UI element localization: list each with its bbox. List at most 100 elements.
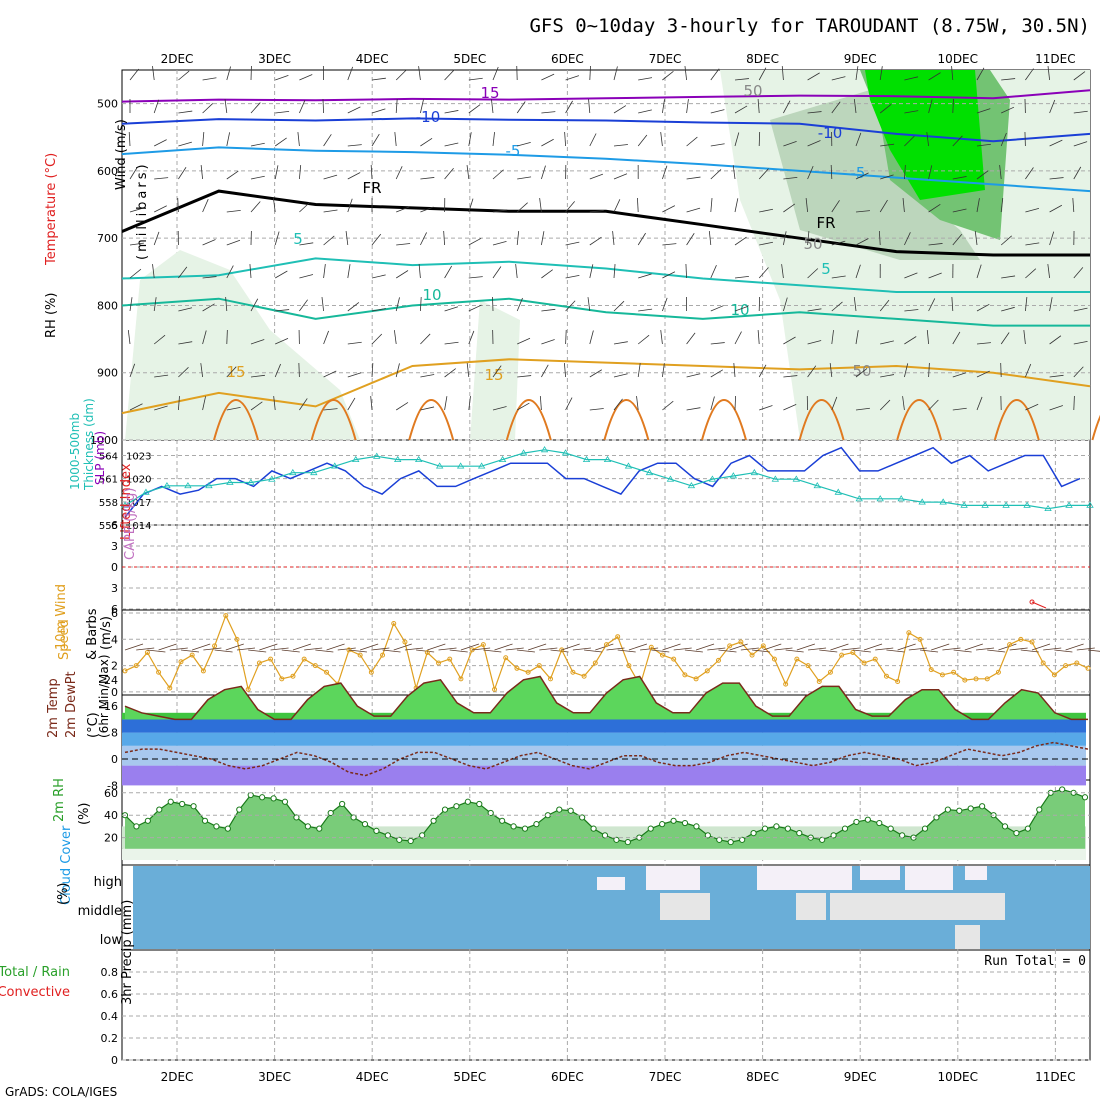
wind-barb: [274, 165, 279, 180]
wind-barb: [321, 297, 324, 312]
wind-barb: [299, 299, 308, 312]
surface-wind-barb: [516, 649, 535, 653]
thickness-marker: [729, 472, 738, 479]
rh-point: [533, 821, 540, 828]
surface-wind-barb: [584, 649, 603, 653]
run-total-label: Run Total = 0: [984, 954, 1086, 969]
rh-point: [236, 806, 243, 813]
wind-barb: [1025, 242, 1040, 246]
wind-barb: [904, 363, 909, 378]
wind-speed-point: [659, 652, 665, 658]
surface-wind-barb: [897, 643, 916, 651]
wind-barb: [178, 70, 190, 81]
wind-barb: [129, 242, 144, 246]
bottom-date-label: 5DEC: [453, 1070, 486, 1084]
wind-barb: [613, 144, 628, 147]
surface-wind-barb: [214, 649, 233, 653]
wind-barb: [420, 206, 434, 213]
wind-speed-point: [559, 647, 565, 653]
wind-barb: [783, 100, 791, 114]
wind-barb: [226, 132, 231, 147]
wind-barb: [418, 66, 421, 81]
temp-band: [122, 719, 1086, 733]
wind-barb: [976, 67, 985, 81]
ylabel-lifted-index: Lifted Index: [119, 463, 134, 540]
wind-barb: [226, 366, 237, 378]
ylabel-rh-units: (%): [77, 803, 92, 826]
thickness-marker: [142, 488, 150, 495]
surface-wind-barb: [975, 647, 995, 651]
wind-barb: [370, 165, 373, 180]
wind-barb: [807, 111, 822, 114]
wind-barb: [589, 330, 594, 345]
wind-barb: [757, 99, 760, 114]
wind-barb: [1000, 132, 1007, 147]
wind-speed-point: [771, 656, 777, 662]
rh-point: [853, 818, 860, 826]
wind-barb: [492, 132, 495, 147]
ylabel-cloud-cover: Cloud Cover: [59, 825, 74, 905]
wind-speed-point: [883, 673, 889, 679]
isotherm--15: [121, 89, 1091, 103]
isotherm-15: [121, 358, 1091, 415]
wind-barb: [928, 363, 930, 378]
wind-barb: [757, 330, 760, 345]
bottom-date-label: 7DEC: [649, 1070, 682, 1084]
thickness-marker: [792, 475, 801, 482]
wind-barb: [613, 173, 628, 180]
wind-barb: [347, 172, 361, 180]
wind-barb: [637, 197, 639, 213]
wind-barb: [565, 329, 567, 345]
wind-barb: [660, 330, 663, 345]
wind-barb: [517, 176, 532, 180]
ylabel-rh: RH (%): [44, 293, 59, 338]
surface-wind-barb: [964, 643, 983, 651]
rh-point: [624, 838, 631, 846]
wind-barb: [926, 330, 929, 345]
wind-speed-point: [727, 643, 733, 649]
wind-barb: [1073, 307, 1088, 312]
thickness-marker: [960, 501, 968, 508]
warm-arch-contour: [798, 399, 845, 441]
wind-barb: [710, 169, 722, 180]
wind-barb: [1049, 231, 1055, 246]
wind-barb: [1049, 374, 1064, 378]
thickness-marker: [813, 481, 821, 489]
wind-speed-point: [200, 668, 206, 674]
wind-barb: [952, 98, 954, 114]
rh-point: [670, 817, 677, 824]
surface-wind-barb: [371, 647, 390, 651]
wind-barb: [297, 132, 300, 147]
surface-wind-barb: [595, 643, 614, 651]
rh-point: [761, 825, 769, 832]
ylabel-millibars: (millibars): [135, 161, 150, 260]
surface-wind-barb: [875, 647, 894, 651]
wind-barb: [444, 142, 459, 147]
wind-barb: [612, 231, 615, 246]
ylabel-temperature: Temperature (°C): [44, 153, 59, 266]
thickness-tick-label: 555: [99, 521, 118, 532]
surface-wind-barb: [203, 647, 222, 651]
wind-barb: [299, 398, 308, 411]
wind-barb: [637, 232, 646, 246]
surface-wind-barb: [1087, 649, 1100, 652]
thickness-marker: [540, 446, 549, 453]
wind-barb: [541, 165, 546, 180]
cloud-high-block: [757, 866, 852, 890]
pressure-tick-label: 800: [97, 299, 118, 312]
top-date-label: 6DEC: [551, 52, 584, 66]
wind-barb: [1049, 204, 1063, 213]
wind-barb: [662, 400, 674, 411]
temp-band: [122, 732, 1086, 746]
wind-barb: [880, 174, 894, 180]
wind-barb: [127, 330, 131, 345]
wind-barb: [154, 205, 167, 213]
rh-point: [841, 825, 849, 832]
wind-barb: [444, 69, 455, 81]
surface-wind-barb: [382, 649, 401, 653]
surface-wind-barb: [169, 647, 188, 651]
rh-point: [487, 809, 494, 817]
rh-point: [430, 817, 437, 824]
wind-barb: [710, 68, 720, 81]
wind-barb: [732, 165, 736, 180]
